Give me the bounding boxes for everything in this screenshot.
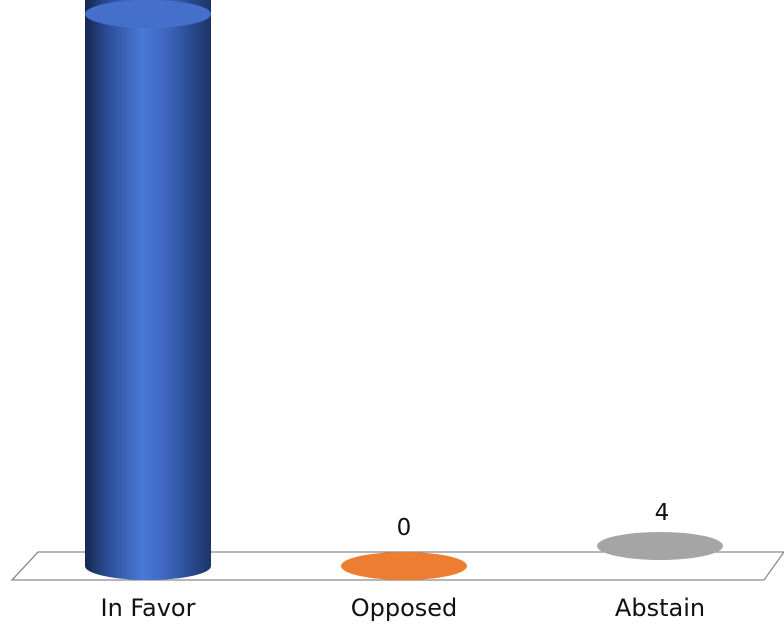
- data-label-abstain: 4: [655, 500, 670, 526]
- bar-in-favor: [85, 0, 211, 580]
- bar-opposed: [341, 552, 467, 580]
- bar-abstain: [597, 531, 723, 560]
- data-label-opposed: 0: [397, 515, 412, 541]
- x-tick-label-in-favor: In Favor: [101, 594, 196, 622]
- bar-top-in-favor: [85, 0, 211, 28]
- x-tick-label-opposed: Opposed: [351, 594, 458, 622]
- x-tick-label-abstain: Abstain: [615, 594, 705, 622]
